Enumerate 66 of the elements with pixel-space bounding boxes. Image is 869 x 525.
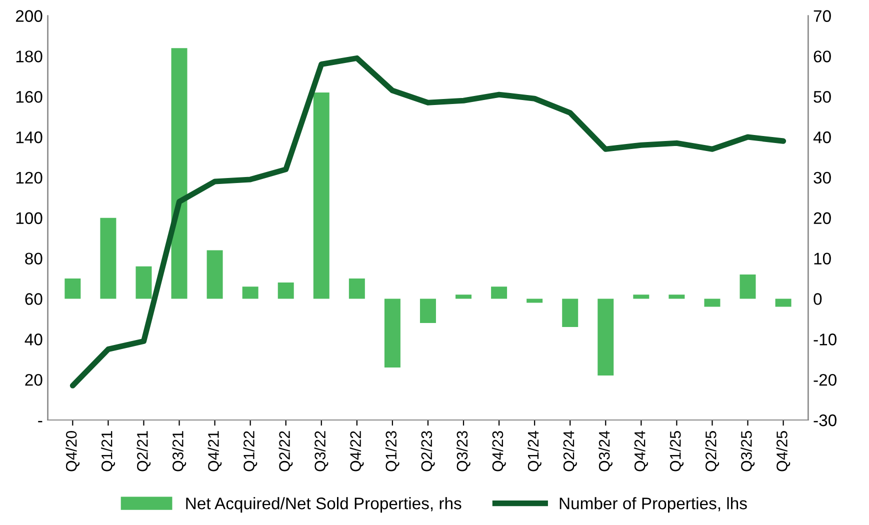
x-tick-label: Q2/24 bbox=[562, 430, 577, 472]
x-tick-label: Q4/22 bbox=[350, 431, 364, 472]
x-tick-label: Q4/20 bbox=[66, 431, 80, 472]
y-tick-label: 200 bbox=[16, 10, 42, 22]
y-tick-label: 100 bbox=[16, 212, 42, 224]
y-tick-label: 160 bbox=[16, 91, 42, 103]
legend-label: Number of Properties, lhs bbox=[560, 497, 747, 513]
y2-tick-label: 40 bbox=[813, 131, 831, 144]
bar bbox=[242, 286, 258, 299]
x-tick-label: Q2/23 bbox=[420, 431, 435, 472]
bar bbox=[348, 278, 365, 299]
x-tick-label: Q4/25 bbox=[776, 431, 790, 472]
y2-tick-label: 60 bbox=[814, 50, 831, 62]
x-tick-label: Q1/21 bbox=[101, 431, 116, 472]
bar bbox=[491, 286, 508, 299]
y2-tick-label: -10 bbox=[814, 334, 836, 346]
y2-tick-label: 0 bbox=[814, 293, 822, 305]
y-tick-label: 40 bbox=[24, 334, 42, 346]
y2-tick-label: 30 bbox=[814, 172, 831, 184]
x-tick-label: Q2/21 bbox=[136, 431, 151, 472]
y-tick-label: 80 bbox=[25, 252, 42, 265]
bar bbox=[740, 274, 756, 299]
bar bbox=[100, 218, 116, 299]
x-tick-label: Q4/23 bbox=[492, 431, 506, 472]
x-tick-label: Q3/22 bbox=[314, 431, 328, 472]
bar bbox=[171, 48, 188, 299]
y-tick-label: 120 bbox=[16, 172, 42, 184]
x-tick-label: Q1/24 bbox=[527, 430, 542, 472]
bar bbox=[456, 294, 472, 299]
y-tick-label: 180 bbox=[16, 50, 42, 62]
x-tick-label: Q2/22 bbox=[278, 431, 293, 472]
y2-tick-label: 70 bbox=[814, 10, 831, 22]
bar bbox=[136, 266, 152, 299]
bar bbox=[278, 282, 294, 299]
x-tick-label: Q1/22 bbox=[243, 431, 258, 472]
x-tick-label: Q4/24 bbox=[634, 430, 648, 472]
y-tick-label: 20 bbox=[25, 374, 42, 386]
x-tick-label: Q3/23 bbox=[456, 431, 470, 472]
bar bbox=[668, 294, 685, 299]
y2-tick-label: 50 bbox=[814, 91, 831, 103]
y-tick-label: 140 bbox=[16, 131, 42, 144]
bar bbox=[420, 298, 436, 323]
y2-tick-label: -20 bbox=[814, 374, 836, 386]
bar bbox=[598, 298, 614, 376]
bar bbox=[562, 298, 578, 328]
bar bbox=[384, 298, 400, 368]
bar bbox=[775, 298, 792, 307]
x-tick-label: Q1/23 bbox=[385, 431, 400, 472]
bar bbox=[704, 298, 720, 307]
x-tick-label: Q1/25 bbox=[670, 431, 684, 472]
bar bbox=[526, 298, 543, 303]
x-tick-label: Q3/25 bbox=[740, 431, 755, 472]
bar bbox=[633, 294, 650, 299]
y2-tick-label: -30 bbox=[814, 414, 836, 426]
bar bbox=[206, 250, 223, 299]
y-tick-label: 60 bbox=[25, 293, 42, 305]
y-tick-label: - bbox=[38, 420, 42, 422]
bar bbox=[64, 278, 81, 299]
x-tick-label: Q3/21 bbox=[172, 431, 186, 472]
legend-label: Net Acquired/Net Sold Properties, rhs bbox=[186, 497, 462, 513]
bar bbox=[313, 92, 330, 299]
x-tick-label: Q4/21 bbox=[208, 431, 222, 472]
y2-tick-label: 20 bbox=[814, 212, 831, 224]
x-tick-label: Q3/24 bbox=[598, 430, 612, 472]
x-tick-label: Q2/25 bbox=[705, 431, 720, 472]
y2-tick-label: 10 bbox=[814, 252, 831, 265]
